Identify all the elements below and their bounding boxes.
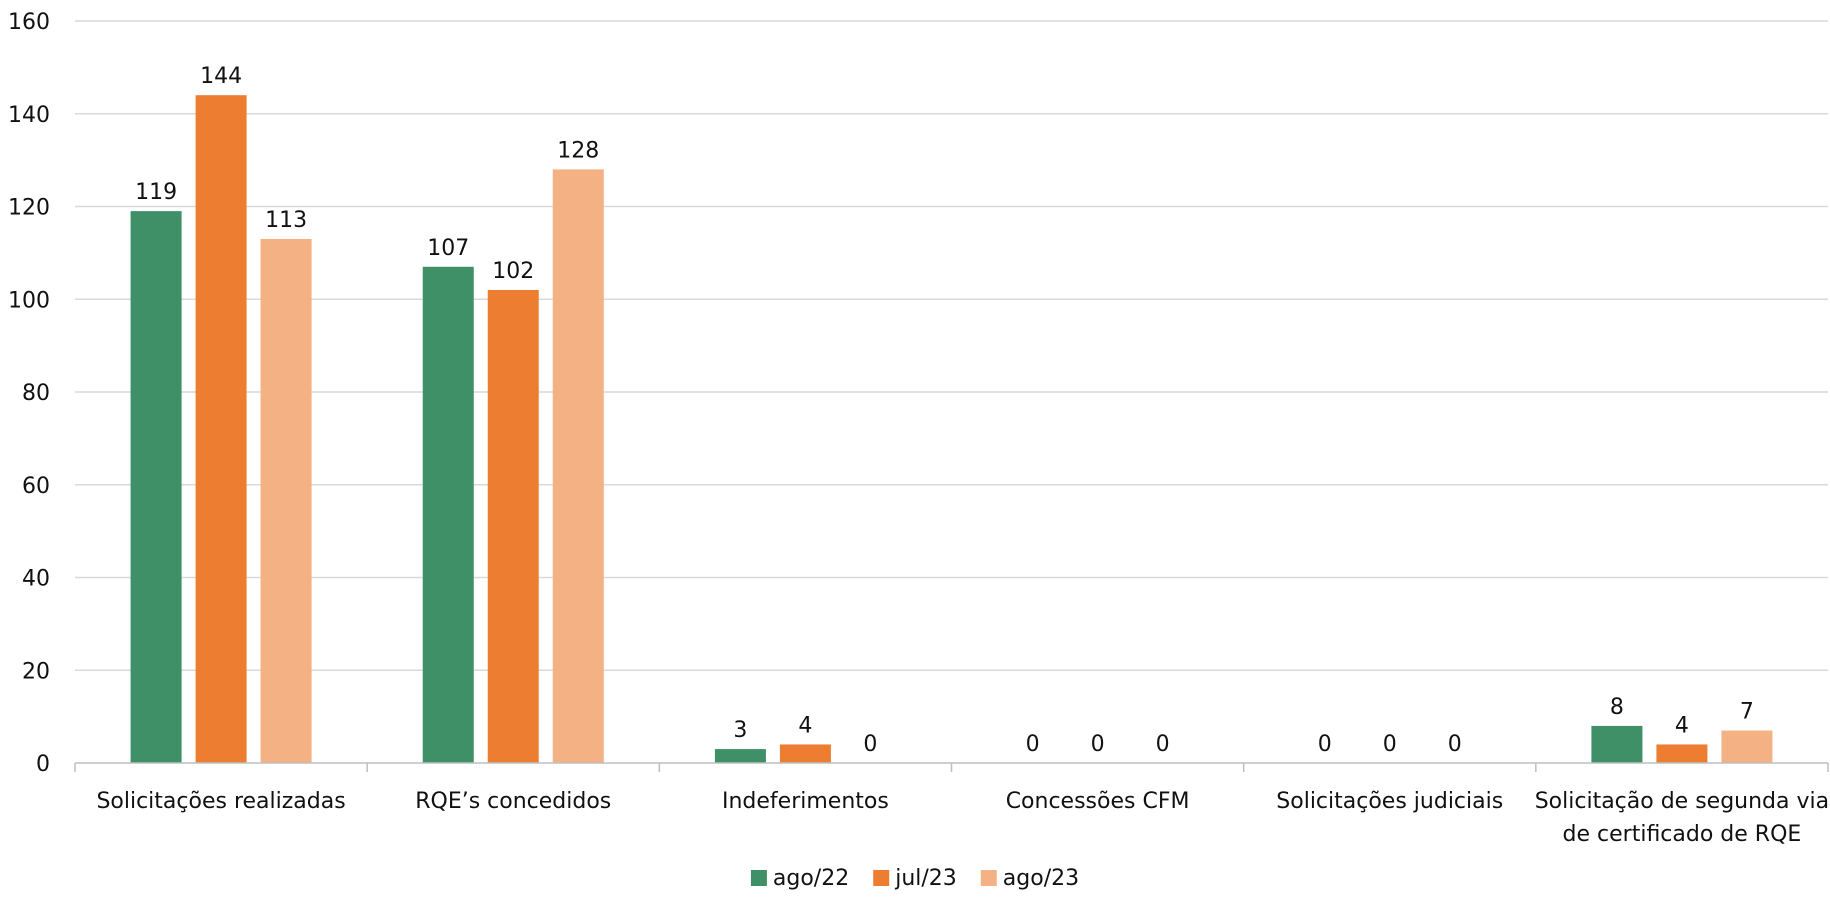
legend-swatch [873,870,890,886]
data-labels: 119 144 113 107 102 128 3 4 0 0 0 0 0 0 0 8 4 7 [135,64,1754,757]
x-tick-label: RQE’s concedidos [415,789,611,814]
data-label: 102 [492,259,534,284]
data-label: 113 [265,208,307,233]
data-label: 128 [557,138,599,163]
chart-bars [130,95,1773,763]
y-tick-label: 80 [22,381,50,406]
bar [714,749,766,763]
y-tick-label: 60 [22,474,50,499]
bar [552,169,604,763]
data-label: 7 [1740,700,1754,725]
chart-gridlines [75,20,1828,671]
data-label: 0 [1383,732,1397,757]
bar [422,266,474,763]
data-label: 0 [1091,732,1105,757]
bar [1591,725,1643,763]
legend-label: ago/23 [1003,866,1079,891]
y-tick-label: 120 [8,196,50,221]
data-label: 0 [863,732,877,757]
y-tick-label: 160 [8,10,50,35]
x-tick-label: Solicitações judiciais [1276,789,1503,814]
data-label: 3 [733,718,747,743]
data-label: 119 [135,180,177,205]
bar [487,289,539,763]
y-tick-label: 140 [8,103,50,128]
data-label: 8 [1610,695,1624,720]
y-tick-label: 20 [22,659,50,684]
y-axis-tick-labels: 0 20 40 60 80 100 120 140 160 [8,10,50,777]
bar [130,211,182,763]
y-tick-label: 100 [8,288,50,313]
legend-label: ago/22 [773,866,849,891]
data-label: 0 [1318,732,1332,757]
y-tick-label: 0 [36,752,50,777]
data-label: 107 [427,236,469,261]
bar [779,744,831,763]
x-tick-label: Concessões CFM [1006,789,1190,814]
data-label: 144 [200,64,242,89]
bar [195,95,247,763]
x-tick-label: de certificado de RQE [1563,822,1802,847]
data-label: 0 [1026,732,1040,757]
legend: ago/22 jul/23 ago/23 [750,866,1079,891]
data-label: 4 [798,713,812,738]
data-label: 0 [1448,732,1462,757]
bar [1721,730,1773,763]
x-tick-label: Solicitações realizadas [96,789,345,814]
legend-label: jul/23 [894,866,957,891]
y-tick-label: 40 [22,567,50,592]
legend-swatch [980,870,997,886]
x-tick-label: Indeferimentos [722,789,889,814]
x-tick-label: Solicitação de segunda via [1535,789,1829,814]
legend-swatch [750,870,767,886]
bar [260,238,312,763]
x-axis: Solicitações realizadas RQE’s concedidos I… [74,762,1829,847]
data-label: 4 [1675,713,1689,738]
data-label: 0 [1156,732,1170,757]
bar [1656,744,1708,763]
